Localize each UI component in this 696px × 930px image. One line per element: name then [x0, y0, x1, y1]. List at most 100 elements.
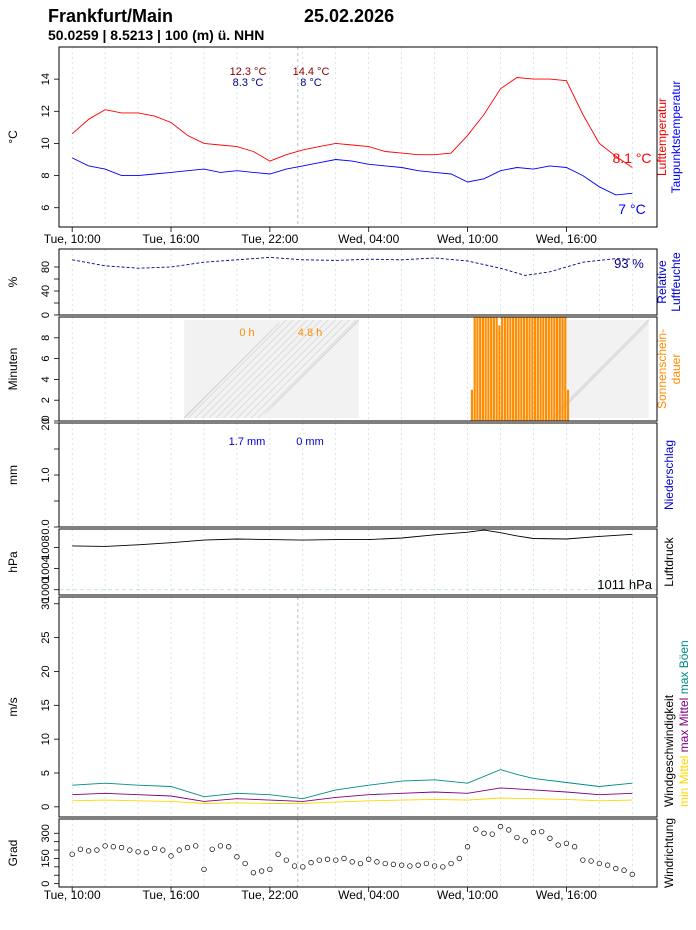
direction-point	[77, 846, 84, 852]
right-label: Luftfeuchte	[669, 252, 683, 312]
annotation: 12.3 °C	[230, 66, 267, 78]
direction-point	[563, 840, 570, 846]
direction-point	[456, 855, 462, 862]
panel-frame-humidity	[58, 248, 658, 316]
night-hatch	[187, 319, 287, 419]
station-title: Frankfurt/Main	[48, 6, 174, 26]
y-tick-label: 1008	[40, 535, 52, 559]
sunshine-bar	[528, 317, 531, 421]
y-tick-label: 30	[40, 598, 52, 610]
direction-point	[143, 849, 149, 856]
night-hatch	[641, 319, 649, 328]
y-axis-title: m/s	[6, 697, 20, 716]
panel-frame-temperature	[58, 46, 658, 228]
sunshine-bar	[544, 317, 548, 421]
sunshine-bar	[525, 317, 528, 421]
series-wind-0	[72, 769, 633, 800]
y-tick-label: 0	[40, 804, 52, 810]
annotation: 14.4 °C	[293, 66, 330, 78]
night-hatch	[250, 319, 350, 419]
night-hatch	[201, 319, 301, 419]
right-label-part: max Böen	[677, 640, 691, 697]
sunshine-bar	[534, 317, 537, 421]
direction-point	[415, 862, 421, 868]
direction-point	[193, 843, 199, 849]
sunshine-bar	[501, 317, 504, 421]
annotation: 0 h	[239, 327, 254, 339]
right-label-group: min Mittel max Mittel max Böen	[677, 640, 691, 807]
sunshine-bar	[512, 317, 515, 421]
direction-point	[448, 860, 454, 867]
direction-point	[481, 830, 487, 836]
direction-point	[489, 831, 495, 837]
night-hatch	[183, 322, 280, 419]
y-tick-label: 4	[40, 376, 52, 382]
y-axis-title: Grad	[6, 840, 20, 867]
direction-point	[86, 848, 92, 854]
panel-frame-precipitation	[58, 422, 658, 528]
direction-point	[135, 849, 141, 855]
direction-point	[349, 859, 355, 865]
x-tick-label: Wed, 10:00	[437, 232, 498, 246]
right-label: Relative	[655, 260, 669, 304]
y-tick-label: 20	[40, 665, 52, 677]
panel-frame-pressure	[58, 528, 658, 596]
x-tick-label: Tue, 22:00	[241, 232, 298, 246]
direction-point	[160, 847, 166, 853]
direction-point	[283, 857, 289, 863]
direction-point	[226, 844, 232, 850]
sunshine-bar	[479, 317, 482, 421]
sunshine-bar	[550, 317, 553, 421]
direction-point	[604, 862, 611, 868]
y-tick-label: 150	[40, 849, 52, 867]
right-label: Sonnenschein-	[655, 329, 669, 409]
x-tick-label: Tue, 10:00	[44, 888, 101, 902]
direction-point	[506, 827, 512, 833]
night-hatch	[215, 319, 315, 419]
annotation: 0 mm	[296, 436, 324, 448]
sunshine-bar	[481, 317, 484, 421]
direction-point	[94, 847, 100, 853]
y-tick-label: 40	[40, 285, 52, 297]
direction-point	[464, 844, 471, 850]
x-tick-label: Tue, 22:00	[241, 888, 298, 902]
current-value-label: 7 °C	[618, 201, 645, 217]
sunshine-bar	[509, 317, 512, 421]
series-wind-1	[72, 787, 633, 802]
night-hatch	[222, 319, 322, 419]
x-tick-label: Wed, 16:00	[536, 232, 597, 246]
sunshine-bar	[498, 325, 501, 421]
right-label-part: min Mittel	[677, 756, 691, 807]
direction-point	[399, 862, 405, 868]
current-value-label: 1011 hPa	[597, 577, 652, 592]
y-tick-label: 8	[40, 173, 52, 179]
y-tick-label: 0	[40, 881, 52, 887]
sunshine-bar	[470, 389, 473, 421]
x-tick-label: Wed, 04:00	[338, 232, 399, 246]
y-axis-title: hPa	[6, 551, 20, 573]
y-tick-label: 5	[40, 770, 52, 776]
x-tick-label: Tue, 10:00	[44, 232, 101, 246]
direction-point	[308, 860, 314, 866]
direction-point	[275, 851, 281, 857]
y-tick-label: 2	[40, 397, 52, 403]
night-hatch	[208, 319, 308, 419]
y-axis-title: mm	[6, 465, 20, 485]
date-title: 25.02.2026	[304, 6, 395, 26]
y-tick-label: 1.0	[40, 467, 52, 482]
direction-point	[382, 860, 388, 867]
series-pressure-0	[72, 529, 633, 547]
annotation: 8 °C	[300, 77, 322, 89]
direction-point	[176, 847, 182, 853]
sunshine-bar	[520, 317, 523, 421]
night-hatch	[257, 319, 357, 419]
y-axis-title: Minuten	[6, 348, 20, 391]
y-tick-label: 80	[40, 261, 52, 273]
direction-point	[118, 844, 125, 851]
y-tick-label: 1000	[40, 577, 52, 601]
y-axis-title: %	[6, 276, 20, 287]
direction-point	[374, 859, 380, 865]
night-hatch	[243, 319, 343, 419]
y-tick-label: 0	[40, 312, 52, 318]
